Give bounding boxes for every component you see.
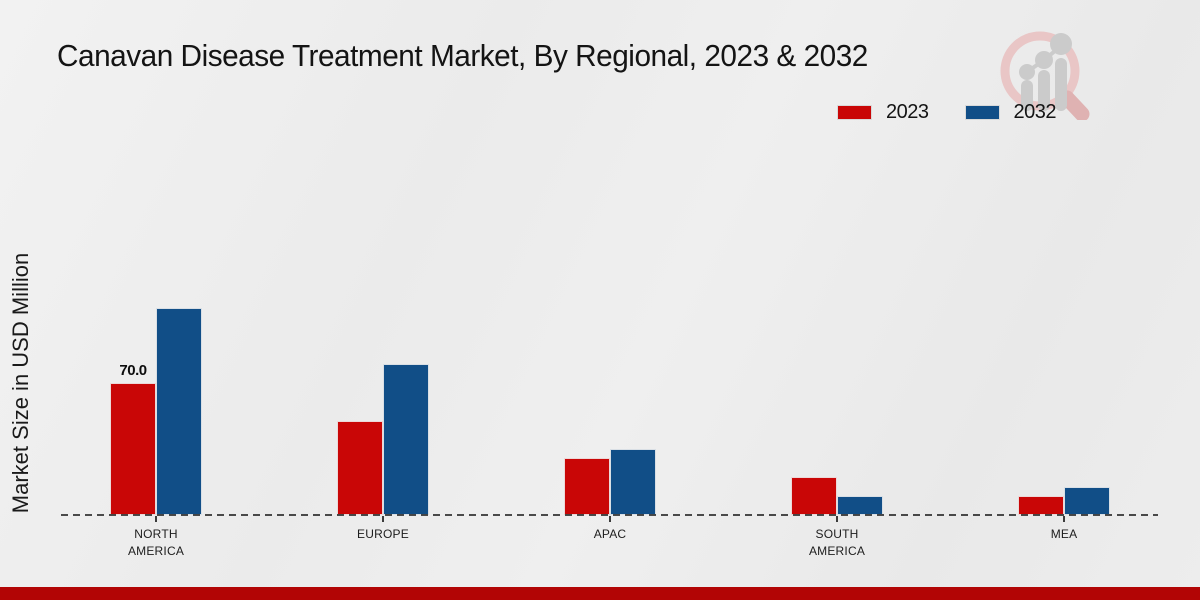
bar-2032-apac: [610, 449, 656, 515]
legend: 2023 2032: [837, 101, 1078, 124]
footer-red-band: [0, 587, 1200, 600]
bar-2032-south-america: [837, 496, 883, 515]
legend-swatch-2023: [837, 105, 872, 120]
bar-value-label-north-america: 70.0: [119, 362, 147, 379]
bar-2032-north-america: [156, 308, 202, 515]
x-axis-label-north-america: NORTH AMERICA: [127, 527, 185, 558]
x-axis-dashed-line: [61, 514, 1158, 516]
x-axis-tick-europe: [382, 516, 384, 522]
legend-label-2023: 2023: [886, 101, 929, 123]
bar-2023-mea: [1018, 496, 1064, 515]
x-axis-label-apac: APAC: [593, 527, 627, 541]
x-axis-tick-north-america: [155, 516, 157, 522]
x-axis-label-europe: EUROPE: [357, 527, 409, 541]
bar-2023-europe: [337, 421, 383, 515]
bar-2032-europe: [383, 364, 429, 515]
x-axis-tick-south-america: [836, 516, 838, 522]
bar-2032-mea: [1064, 487, 1110, 515]
chart-title: Canavan Disease Treatment Market, By Reg…: [57, 38, 868, 73]
x-axis-label-south-america: SOUTH AMERICA: [808, 527, 866, 558]
x-axis-tick-apac: [609, 516, 611, 522]
bar-2023-north-america: [110, 383, 156, 515]
x-axis-label-mea: MEA: [1050, 527, 1078, 541]
bar-2023-apac: [564, 458, 610, 515]
legend-swatch-2032: [964, 105, 1000, 120]
bar-2023-south-america: [791, 477, 837, 515]
x-axis-tick-mea: [1063, 516, 1065, 522]
magnifier-growth-logo-icon: [1000, 31, 1090, 120]
legend-label-2032: 2032: [1013, 101, 1057, 123]
